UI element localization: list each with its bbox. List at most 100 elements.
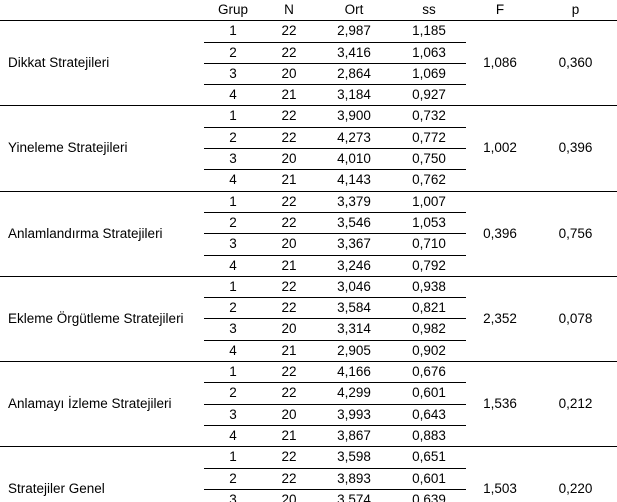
cell-ort: 2,905 — [316, 340, 392, 361]
cell-ort: 3,867 — [316, 425, 392, 446]
cell-n: 20 — [262, 149, 316, 170]
cell-grup: 2 — [204, 468, 262, 489]
anova-table: Grup N Ort ss F p Dikkat Stratejileri122… — [0, 0, 617, 502]
cell-ort: 4,143 — [316, 170, 392, 191]
cell-n: 22 — [262, 383, 316, 404]
cell-grup: 2 — [204, 127, 262, 148]
cell-grup: 1 — [204, 21, 262, 42]
cell-ss: 0,639 — [392, 489, 466, 502]
cell-n: 21 — [262, 255, 316, 276]
header-n: N — [262, 0, 316, 21]
cell-p: 0,220 — [534, 447, 617, 502]
cell-p: 0,212 — [534, 362, 617, 447]
header-grup: Grup — [204, 0, 262, 21]
header-p: p — [534, 0, 617, 21]
cell-ss: 0,821 — [392, 298, 466, 319]
header-ss: ss — [392, 0, 466, 21]
cell-n: 22 — [262, 127, 316, 148]
cell-grup: 4 — [204, 340, 262, 361]
cell-grup: 3 — [204, 149, 262, 170]
cell-ss: 1,063 — [392, 42, 466, 63]
cell-ss: 0,732 — [392, 106, 466, 127]
cell-grup: 3 — [204, 489, 262, 502]
strategy-name: Ekleme Örgütleme Stratejileri — [0, 276, 204, 361]
strategy-name: Stratejiler Genel — [0, 447, 204, 502]
cell-ort: 3,379 — [316, 191, 392, 212]
cell-ort: 3,367 — [316, 234, 392, 255]
cell-grup: 4 — [204, 85, 262, 106]
cell-f: 1,002 — [466, 106, 534, 191]
cell-grup: 2 — [204, 42, 262, 63]
cell-n: 22 — [262, 42, 316, 63]
table-row: Ekleme Örgütleme Stratejileri1223,0460,9… — [0, 276, 617, 297]
cell-p: 0,360 — [534, 21, 617, 106]
cell-n: 22 — [262, 191, 316, 212]
cell-ss: 0,710 — [392, 234, 466, 255]
cell-ort: 4,166 — [316, 362, 392, 383]
cell-ort: 3,184 — [316, 85, 392, 106]
cell-ss: 0,792 — [392, 255, 466, 276]
strategy-name: Dikkat Stratejileri — [0, 21, 204, 106]
header-row: Grup N Ort ss F p — [0, 0, 617, 21]
cell-ss: 0,651 — [392, 447, 466, 468]
table-row: Anlamayı İzleme Stratejileri1224,1660,67… — [0, 362, 617, 383]
cell-ort: 3,046 — [316, 276, 392, 297]
cell-ss: 0,902 — [392, 340, 466, 361]
cell-n: 22 — [262, 298, 316, 319]
cell-ort: 4,299 — [316, 383, 392, 404]
cell-n: 21 — [262, 340, 316, 361]
cell-grup: 4 — [204, 255, 262, 276]
cell-ss: 0,676 — [392, 362, 466, 383]
cell-ss: 1,185 — [392, 21, 466, 42]
cell-n: 21 — [262, 85, 316, 106]
cell-grup: 3 — [204, 404, 262, 425]
header-ort: Ort — [316, 0, 392, 21]
cell-ort: 3,584 — [316, 298, 392, 319]
cell-n: 22 — [262, 468, 316, 489]
cell-grup: 2 — [204, 212, 262, 233]
cell-ss: 0,883 — [392, 425, 466, 446]
header-empty — [0, 0, 204, 21]
cell-n: 20 — [262, 63, 316, 84]
cell-n: 22 — [262, 212, 316, 233]
header-f: F — [466, 0, 534, 21]
strategy-name: Anlamayı İzleme Stratejileri — [0, 362, 204, 447]
cell-ss: 1,053 — [392, 212, 466, 233]
cell-ort: 3,546 — [316, 212, 392, 233]
cell-ort: 3,893 — [316, 468, 392, 489]
cell-grup: 1 — [204, 191, 262, 212]
cell-ss: 0,643 — [392, 404, 466, 425]
cell-ort: 2,864 — [316, 63, 392, 84]
cell-p: 0,756 — [534, 191, 617, 276]
cell-grup: 3 — [204, 319, 262, 340]
cell-grup: 4 — [204, 425, 262, 446]
cell-grup: 1 — [204, 362, 262, 383]
table-row: Stratejiler Genel1223,5980,6511,5030,220 — [0, 447, 617, 468]
cell-n: 20 — [262, 319, 316, 340]
cell-grup: 1 — [204, 106, 262, 127]
cell-grup: 4 — [204, 170, 262, 191]
cell-n: 21 — [262, 170, 316, 191]
cell-ss: 0,982 — [392, 319, 466, 340]
cell-f: 1,086 — [466, 21, 534, 106]
cell-ss: 0,601 — [392, 468, 466, 489]
cell-ss: 0,762 — [392, 170, 466, 191]
cell-ort: 3,574 — [316, 489, 392, 502]
cell-n: 20 — [262, 404, 316, 425]
cell-ort: 3,416 — [316, 42, 392, 63]
cell-grup: 3 — [204, 234, 262, 255]
cell-ort: 3,993 — [316, 404, 392, 425]
cell-grup: 3 — [204, 63, 262, 84]
table-row: Dikkat Stratejileri1222,9871,1851,0860,3… — [0, 21, 617, 42]
cell-f: 1,503 — [466, 447, 534, 502]
cell-ss: 0,601 — [392, 383, 466, 404]
table-row: Anlamlandırma Stratejileri1223,3791,0070… — [0, 191, 617, 212]
cell-ss: 0,938 — [392, 276, 466, 297]
cell-ort: 2,987 — [316, 21, 392, 42]
cell-ort: 4,010 — [316, 149, 392, 170]
cell-ss: 0,927 — [392, 85, 466, 106]
cell-ss: 0,750 — [392, 149, 466, 170]
cell-ort: 4,273 — [316, 127, 392, 148]
cell-n: 20 — [262, 489, 316, 502]
cell-n: 22 — [262, 362, 316, 383]
